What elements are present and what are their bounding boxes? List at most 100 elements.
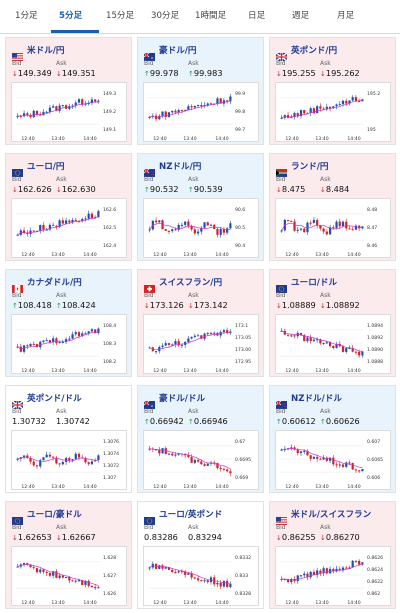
card-title[interactable]: NZドル/ドル bbox=[275, 392, 342, 409]
card-title[interactable]: 英ポンド/円 bbox=[275, 44, 338, 62]
currency-card[interactable]: 英ポンド/ドル Bid Ask 1.30732 1.30742 1.3076 1.3074 1… bbox=[5, 385, 132, 493]
currency-card[interactable]: 豪ドル/ドル Bid Ask ↑0.66942 ↑0.66946 0.67 0.6695 0.… bbox=[137, 385, 264, 493]
tab-30min[interactable]: 30分足 bbox=[151, 11, 180, 21]
candlestick-chart[interactable]: 99.9 99.8 99.7 12:40 13:40 14:40 bbox=[143, 82, 259, 142]
candle-body bbox=[332, 568, 335, 572]
candle-body bbox=[26, 113, 29, 115]
ask-value-group: ↓173.142 bbox=[188, 300, 228, 310]
currency-pair-name[interactable]: 英ポンド/円 bbox=[291, 46, 338, 56]
card-title[interactable]: ユーロ/英ポンド bbox=[144, 508, 223, 525]
candlestick-chart[interactable]: 0.67 0.6695 0.669 12:40 13:40 14:40 bbox=[143, 430, 259, 490]
currency-pair-name[interactable]: ユーロ/豪ドル bbox=[27, 510, 82, 520]
candlestick-chart[interactable]: 8.48 8.47 8.46 12:40 13:40 14:40 bbox=[275, 198, 391, 258]
candle-body bbox=[206, 463, 209, 466]
currency-card[interactable]: ランド/円 Bid Ask ↓8.475 ↓8.484 8.48 8.47 8.46 12:40… bbox=[269, 153, 396, 261]
card-title[interactable]: ランド/円 bbox=[276, 160, 329, 177]
candlestick-chart[interactable]: 1.3076 1.3074 1.3072 1.307 12:40 13:40 14:40 bbox=[11, 430, 127, 490]
currency-pair-name[interactable]: カナダドル/円 bbox=[27, 278, 82, 288]
candlestick-chart[interactable]: 173.1 173.05 173.00 172.95 12:40 13:40 14:40 bbox=[143, 314, 259, 374]
currency-pair-name[interactable]: ユーロ/ドル bbox=[291, 278, 338, 288]
candlestick-chart[interactable]: 90.6 90.5 90.4 12:40 13:40 14:40 bbox=[143, 198, 259, 258]
candle-body bbox=[154, 220, 158, 223]
currency-pair-name[interactable]: ユーロ/英ポンド bbox=[159, 510, 223, 520]
tab-15min[interactable]: 15分足 bbox=[106, 11, 135, 21]
card-title[interactable]: 米ドル/スイスフラン bbox=[276, 508, 372, 525]
currency-pair-name[interactable]: 米ドル/円 bbox=[27, 46, 65, 56]
candlestick-chart[interactable]: 1.628 1.627 1.626 12:40 13:40 14:40 bbox=[11, 546, 127, 606]
tab-1hour[interactable]: 1時間足 bbox=[195, 11, 227, 21]
candle-body bbox=[226, 580, 229, 588]
currency-pair-name[interactable]: ユーロ/円 bbox=[27, 162, 65, 172]
currency-card[interactable]: 米ドル/スイスフラン Bid Ask ↓0.86255 ↓0.86270 0.8626 0.… bbox=[269, 501, 396, 609]
currency-pair-name[interactable]: ランド/円 bbox=[291, 162, 329, 172]
currency-pair-name[interactable]: 豪ドル/ドル bbox=[159, 394, 206, 404]
ask-label: Ask bbox=[56, 292, 67, 299]
candle-body bbox=[319, 225, 322, 229]
tab-daily[interactable]: 日足 bbox=[248, 11, 266, 21]
currency-pair-name[interactable]: 英ポンド/ドル bbox=[27, 394, 82, 404]
tab-weekly[interactable]: 週足 bbox=[292, 11, 310, 21]
tab-monthly[interactable]: 月足 bbox=[337, 11, 355, 21]
currency-card[interactable]: スイスフラン/円 Bid Ask ↓173.126 ↓173.142 173.1 173.0… bbox=[137, 269, 264, 377]
y-tick-label: 1.3072 bbox=[103, 463, 119, 469]
candlestick-chart[interactable]: 108.4 108.3 108.2 12:40 13:40 14:40 bbox=[11, 314, 127, 374]
currency-card[interactable]: 米ドル/円 Bid Ask ↓149.349 ↓149.351 149.3 149.2 149… bbox=[5, 37, 132, 145]
arrow-up-icon: ↑ bbox=[144, 70, 150, 78]
candle-body bbox=[361, 562, 364, 565]
tab-5min[interactable]: 5分足 bbox=[59, 11, 83, 21]
card-title[interactable]: ユーロ/円 bbox=[12, 160, 65, 177]
uk-flag-icon bbox=[11, 394, 24, 410]
candlestick-chart[interactable]: 0.607 0.6065 0.606 12:40 13:40 14:40 bbox=[275, 430, 391, 490]
candlestick-chart[interactable]: 162.6 162.5 162.4 12:40 13:40 14:40 bbox=[11, 198, 127, 258]
candle-body bbox=[213, 332, 216, 334]
currency-card[interactable]: カナダドル/円 Bid Ask ↑108.418 ↑108.424 108.4 108.3 1… bbox=[5, 269, 132, 377]
candlestick-chart[interactable]: 0.8332 0.833 0.8328 12:40 13:40 14:40 bbox=[143, 546, 259, 606]
currency-pair-name[interactable]: スイスフラン/円 bbox=[159, 278, 223, 288]
currency-card[interactable]: 豪ドル/円 Bid Ask ↑99.978 ↑99.983 99.9 99.8 99.7 12:… bbox=[137, 37, 264, 145]
candle-body bbox=[193, 459, 196, 463]
x-tick-label: 14:40 bbox=[347, 600, 360, 606]
candle-body bbox=[45, 340, 48, 342]
currency-pair-name[interactable]: 豪ドル/円 bbox=[159, 46, 197, 56]
card-title[interactable]: 英ポンド/ドル bbox=[11, 392, 82, 410]
candle-body bbox=[55, 106, 58, 111]
card-title[interactable]: 豪ドル/円 bbox=[143, 44, 197, 61]
currency-card[interactable]: ユーロ/英ポンド Bid Ask 0.83286 0.83294 0.8332 0.833 0… bbox=[137, 501, 264, 609]
currency-card[interactable]: ユーロ/ドル Bid Ask ↓1.08889 ↓1.08892 1.0894 1.0892… bbox=[269, 269, 396, 377]
bid-label: Bid bbox=[144, 292, 154, 299]
candlestick-chart[interactable]: 149.3 149.2 149.1 12:40 13:40 14:40 bbox=[11, 82, 127, 142]
candlestick-chart[interactable]: 195.2 195 12:40 13:40 14:40 bbox=[275, 82, 391, 142]
candle-body bbox=[354, 225, 358, 230]
currency-card[interactable]: ユーロ/円 Bid Ask ↓162.626 ↓162.630 162.6 162.5 162… bbox=[5, 153, 132, 261]
card-title[interactable]: カナダドル/円 bbox=[12, 276, 82, 293]
candlestick-chart[interactable]: 0.8626 0.8624 0.8622 0.862 12:40 13:40 14:40 bbox=[275, 546, 391, 606]
nz-flag-icon bbox=[275, 394, 287, 409]
candle-body bbox=[187, 221, 190, 226]
currency-card[interactable]: NZドル/ドル Bid Ask ↑0.60612 ↑0.60626 0.607 0.6065… bbox=[269, 385, 396, 493]
arrow-up-icon: ↑ bbox=[56, 302, 62, 310]
tab-1min[interactable]: 1分足 bbox=[15, 11, 38, 21]
card-title[interactable]: ユーロ/ドル bbox=[276, 276, 338, 293]
currency-card[interactable]: NZドル/円 Bid Ask ↑90.532 ↑90.539 90.6 90.5 90.4 12… bbox=[137, 153, 264, 261]
card-title[interactable]: ユーロ/豪ドル bbox=[12, 508, 82, 525]
ask-value: 99.983 bbox=[193, 68, 223, 78]
currency-card[interactable]: ユーロ/豪ドル Bid Ask ↓1.62653 ↓1.62667 1.628 1.627 1… bbox=[5, 501, 132, 609]
card-title[interactable]: 豪ドル/ドル bbox=[143, 392, 206, 409]
currency-card[interactable]: 英ポンド/円 Bid Ask ↓195.255 ↓195.262 195.2 195 12:4… bbox=[269, 37, 396, 145]
x-tick-label: 14:40 bbox=[347, 484, 360, 490]
bid-value-group: ↓149.349 bbox=[12, 68, 52, 78]
card-title[interactable]: NZドル/円 bbox=[143, 160, 202, 177]
card-title[interactable]: 米ドル/円 bbox=[12, 44, 65, 61]
currency-pair-name[interactable]: NZドル/ドル bbox=[291, 394, 342, 404]
candle-body bbox=[180, 224, 184, 226]
candlestick-chart[interactable]: 1.0894 1.0892 1.0890 1.0888 12:40 13:40 14:40 bbox=[275, 314, 391, 374]
candle-body bbox=[58, 463, 61, 465]
candle-body bbox=[190, 457, 193, 463]
currency-pair-name[interactable]: NZドル/円 bbox=[159, 162, 202, 172]
currency-pair-name[interactable]: 米ドル/スイスフラン bbox=[291, 510, 372, 520]
candle-body bbox=[296, 113, 299, 117]
y-tick-label: 1.628 bbox=[103, 555, 116, 561]
candle-body bbox=[26, 345, 29, 347]
candle-body bbox=[325, 457, 328, 461]
card-title[interactable]: スイスフラン/円 bbox=[144, 276, 223, 293]
